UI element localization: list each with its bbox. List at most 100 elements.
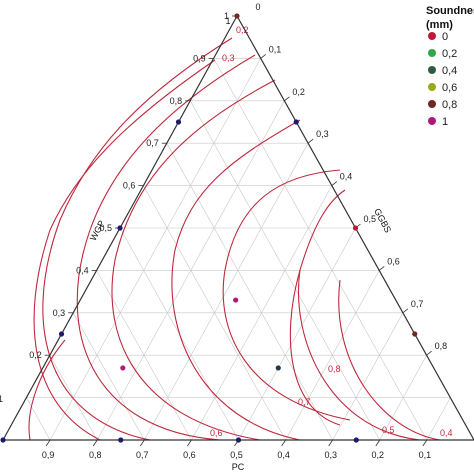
- tick-mark-ggbs: [284, 96, 290, 102]
- tick-mark-ggbs: [331, 181, 338, 186]
- legend-label: 0,6: [442, 82, 457, 94]
- contour-line: [33, 59, 216, 441]
- contour-line: [171, 119, 301, 441]
- tick-label-wgp: 0,7: [146, 138, 159, 148]
- legend-label: 0,4: [442, 65, 457, 77]
- apex-label: 1: [225, 16, 230, 26]
- data-point: [412, 331, 418, 337]
- tick-label-pc: 0,2: [372, 450, 385, 460]
- contour-label: 0,4: [440, 428, 453, 438]
- data-point: [175, 119, 182, 125]
- grid-lines: [26, 58, 451, 441]
- contour-line: [297, 269, 421, 441]
- tick-label-ggbs: 0,3: [316, 129, 329, 139]
- tick-label-pc: 0,9: [42, 450, 55, 460]
- contour-label: 0,3: [222, 53, 235, 63]
- data-point: [233, 297, 239, 303]
- tick-label-pc: 0,1: [419, 450, 432, 460]
- tick-mark-ggbs: [378, 266, 385, 271]
- tick-label-wgp: 0,2: [29, 350, 42, 360]
- contour-label: 0,5: [382, 425, 395, 435]
- grid-line-pc: [49, 355, 98, 441]
- tick-label-pc: 0,4: [277, 450, 290, 460]
- data-point: [235, 437, 242, 443]
- data-point: [353, 437, 359, 443]
- tick-label-wgp: 0,3: [53, 308, 66, 318]
- contour-label: 0,6: [210, 428, 223, 438]
- tick-label-wgp: 0,5: [99, 223, 112, 233]
- legend-swatch: [428, 83, 436, 91]
- data-point: [117, 225, 123, 231]
- tick-mark-pc: [422, 439, 428, 447]
- contour-lines: 0,8 0,7 0,6 0,5 0,4 0,3 0,2: [28, 25, 453, 441]
- data-points: [0, 13, 418, 443]
- tick-mark-pc: [187, 439, 192, 447]
- contour-line: [222, 169, 351, 421]
- legend-label: 0,2: [442, 48, 457, 60]
- tick-mark-pc: [281, 439, 286, 447]
- tick-label-pc: 0,7: [136, 450, 149, 460]
- data-point: [275, 365, 281, 371]
- grid-line-ggbs: [332, 312, 404, 441]
- tick-label-ggbs: 0,8: [435, 341, 448, 351]
- tick-mark-ggbs: [426, 350, 432, 356]
- legend: Soundness (mm) 0 0,2 0,4 0,6 0,8 1: [426, 5, 474, 128]
- contour-label: 0,2: [236, 25, 249, 35]
- grid-line-ggbs: [285, 270, 380, 441]
- tick-mark-ggbs: [402, 308, 409, 314]
- grid-line-ggbs: [238, 227, 356, 441]
- legend-items: 0 0,2 0,4 0,6 0,8 1: [428, 31, 457, 128]
- tick-label-wgp: 0,9: [193, 53, 206, 63]
- contour-line: [28, 339, 66, 441]
- contour-line: [338, 279, 441, 441]
- tick-label-ggbs: 0,5: [364, 214, 377, 224]
- contour-line: [76, 54, 256, 441]
- axis-title-pc: PC: [232, 462, 245, 472]
- tick-mark-pc: [139, 439, 145, 447]
- contour-line: [111, 79, 276, 441]
- apex-label: 0: [255, 2, 260, 12]
- data-point: [234, 13, 240, 19]
- legend-swatch: [428, 32, 436, 40]
- tick-label-ggbs: 0,6: [387, 256, 400, 266]
- tick-label-pc: 0,8: [89, 450, 102, 460]
- contour-line: [42, 37, 233, 441]
- legend-title: Soundness: [426, 5, 474, 17]
- tick-mark-pc: [375, 439, 381, 447]
- tick-mark-pc: [45, 439, 51, 447]
- data-point: [118, 437, 124, 443]
- tick-label-pc: 0,5: [230, 450, 243, 460]
- data-point: [293, 119, 299, 125]
- grid-line-pc: [166, 143, 333, 441]
- legend-swatch: [428, 100, 436, 108]
- legend-swatch: [428, 49, 436, 57]
- contour-label: 0,7: [298, 397, 311, 407]
- contour-label: 0,8: [328, 364, 341, 374]
- grid-line-ggbs: [426, 397, 451, 441]
- tick-label-ggbs: 0,7: [411, 299, 424, 309]
- tick-label-pc: 0,6: [183, 450, 196, 460]
- data-point: [352, 225, 359, 231]
- tick-mark-pc: [92, 439, 98, 447]
- legend-label: 1: [442, 116, 448, 128]
- tick-label-ggbs: 0,1: [269, 44, 282, 54]
- grid-line-pc: [26, 397, 51, 441]
- tick-label-ggbs: 0,4: [340, 172, 353, 182]
- tick-label-wgp: 0,6: [123, 181, 136, 191]
- tick-label-wgp: 1: [0, 394, 3, 404]
- tick-label-ggbs: 0,2: [292, 87, 305, 97]
- tick-label-pc: 0,3: [324, 450, 337, 460]
- grid-line-ggbs: [144, 143, 309, 441]
- legend-label: 0,8: [442, 99, 457, 111]
- legend-swatch: [428, 66, 436, 74]
- legend-swatch: [428, 117, 436, 125]
- grid-line-pc: [213, 58, 428, 441]
- legend-title-unit: (mm): [426, 19, 453, 31]
- grid-line-ggbs: [49, 58, 261, 441]
- data-point: [0, 437, 6, 443]
- data-point: [58, 331, 65, 337]
- tick-mark-ggbs: [260, 54, 266, 59]
- tick-label-wgp: 0,8: [170, 96, 183, 106]
- axis-ticks: 0,2 0,3 0,4 0,5 0,6 0,7 0,8 0,9 1 1 0,1 0,2 0,3 0,4 0,…: [0, 2, 447, 460]
